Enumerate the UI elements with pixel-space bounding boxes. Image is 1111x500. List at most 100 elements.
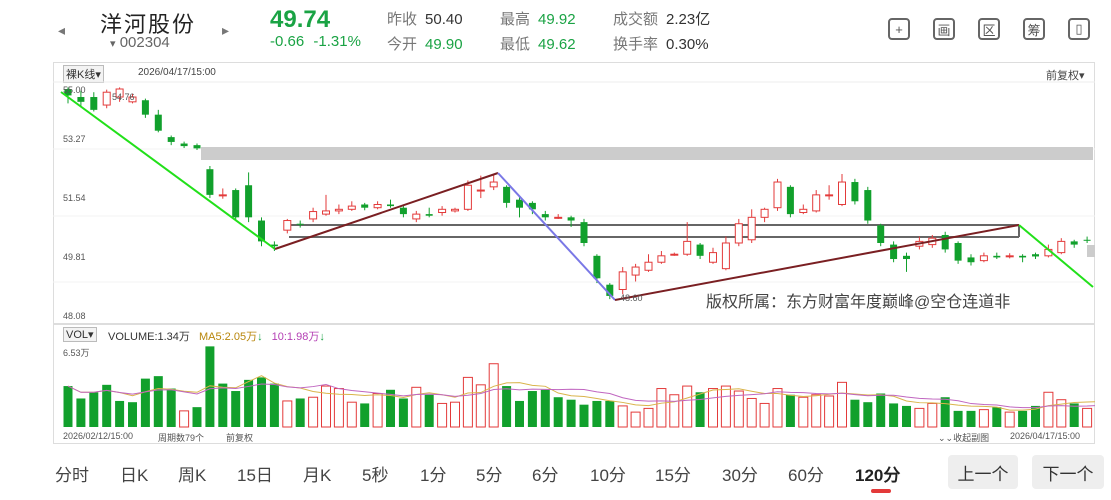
volume-bar — [295, 398, 305, 427]
collapse-subchart-button[interactable]: ⌄⌄收起副图 — [938, 433, 990, 443]
volume-bar — [462, 376, 473, 428]
candle — [903, 255, 910, 260]
volume-value: VOLUME:1.34万 — [108, 331, 190, 343]
period-tab[interactable]: 日K — [120, 466, 149, 485]
range-icon[interactable]: 区 — [978, 18, 1000, 40]
candle — [270, 244, 278, 247]
ma10-down-icon: ↓ — [319, 331, 325, 343]
volume-bar — [850, 399, 860, 427]
quote-label: 昨收 — [387, 11, 418, 28]
candle — [90, 97, 98, 110]
adjust-dropdown[interactable]: 前复权▾ — [1046, 70, 1085, 82]
candle — [322, 210, 330, 215]
volume-mode-dropdown[interactable]: VOL▾ — [63, 327, 97, 342]
volume-bar — [231, 391, 241, 427]
kline-chart[interactable] — [53, 62, 1095, 324]
candle — [747, 216, 756, 241]
period-tab[interactable]: 5秒 — [362, 466, 389, 485]
rotate-screen-icon[interactable]: ▯ — [1068, 18, 1090, 40]
add-indicator-icon[interactable]: + — [888, 18, 910, 40]
period-tab[interactable]: 60分 — [788, 466, 824, 485]
volume-max-label: 6.53万 — [63, 348, 90, 358]
candle — [670, 253, 679, 256]
uptrend-line-1 — [274, 172, 499, 250]
candle — [696, 244, 704, 256]
quote-value: 50.40 — [425, 11, 463, 28]
period-high-label: 54.76 — [112, 92, 135, 102]
candle — [541, 214, 549, 218]
volume-bar — [257, 377, 266, 427]
period-tab[interactable]: 周K — [178, 466, 207, 485]
uptrend-line-2 — [614, 224, 1020, 301]
candle — [773, 181, 782, 209]
period-tab[interactable]: 120分 — [855, 466, 901, 485]
volume-bar — [927, 402, 938, 428]
volume-bar — [1056, 399, 1067, 428]
candle — [593, 255, 601, 279]
volume-bar — [450, 401, 460, 428]
period-tab[interactable]: 6分 — [532, 466, 559, 485]
quote-item: 最低 49.62 — [500, 33, 576, 54]
draw-icon[interactable]: 画 — [933, 18, 955, 40]
volume-chart[interactable] — [53, 324, 1095, 444]
volume-bar — [346, 401, 357, 428]
candle — [528, 202, 536, 210]
candle — [1032, 254, 1039, 257]
candle — [232, 190, 240, 218]
period-tab[interactable]: 15日 — [237, 466, 273, 485]
volume-bar — [179, 410, 190, 428]
candle — [683, 240, 692, 255]
prev-stock-arrow-icon[interactable]: ◂ — [58, 22, 66, 38]
volume-bar — [89, 392, 99, 427]
y-tick-3: 51.54 — [63, 193, 86, 203]
period-tab[interactable]: 分时 — [55, 466, 89, 485]
period-tab[interactable]: 5分 — [476, 466, 503, 485]
kline-mode-dropdown[interactable]: 裸K线▾ — [63, 65, 104, 83]
candle — [77, 97, 85, 102]
volume-bar — [218, 383, 228, 427]
period-tab[interactable]: 1分 — [420, 466, 447, 485]
change-amount: -0.66 — [270, 33, 305, 50]
volume-bar — [282, 400, 293, 428]
y-tick-1: 55.00 — [63, 85, 86, 95]
volume-bar — [515, 400, 524, 427]
volume-bar — [1031, 405, 1040, 427]
quote-label: 换手率 — [613, 36, 659, 53]
volume-bar — [527, 391, 537, 427]
volume-bar — [553, 397, 563, 427]
candle — [709, 252, 717, 263]
candle — [567, 217, 575, 221]
period-tab[interactable]: 月K — [303, 466, 332, 485]
candle — [412, 213, 421, 220]
candle — [734, 223, 743, 244]
candle — [218, 194, 227, 197]
candle — [180, 143, 188, 147]
candle — [128, 96, 137, 103]
volume-bar — [708, 388, 718, 428]
chip-icon[interactable]: 筹 — [1023, 18, 1045, 40]
volume-bar — [785, 394, 795, 427]
quote-item: 成交额 2.23亿 — [613, 8, 710, 29]
candle — [580, 222, 588, 243]
watermark-text: 版权所属：东方财富年度巅峰@空仓连道非 — [706, 294, 1011, 311]
volume-bar — [798, 396, 809, 428]
quote-item: 换手率 0.30% — [613, 33, 709, 54]
candle — [361, 204, 369, 208]
period-tab[interactable]: 30分 — [722, 466, 758, 485]
period-tab[interactable]: 15分 — [655, 466, 691, 485]
next-stock-arrow-icon[interactable]: ▸ — [222, 22, 230, 38]
volume-bar — [837, 381, 847, 428]
kline-datetime: 2026/04/17/15:00 — [138, 67, 216, 78]
volume-bar — [308, 396, 319, 428]
candle — [516, 199, 523, 208]
ma10-value: 10:1.98万 — [271, 331, 320, 343]
candle — [954, 242, 962, 261]
candle — [258, 220, 265, 242]
period-tab[interactable]: 10分 — [590, 466, 626, 485]
stock-code-row[interactable]: ▾ 002304 — [110, 34, 170, 51]
candle — [425, 214, 433, 216]
prev-button[interactable]: 上一个 — [948, 455, 1018, 489]
volume-bar — [643, 407, 654, 428]
next-button[interactable]: 下一个 — [1032, 455, 1104, 489]
quote-item: 最高 49.92 — [500, 8, 576, 29]
